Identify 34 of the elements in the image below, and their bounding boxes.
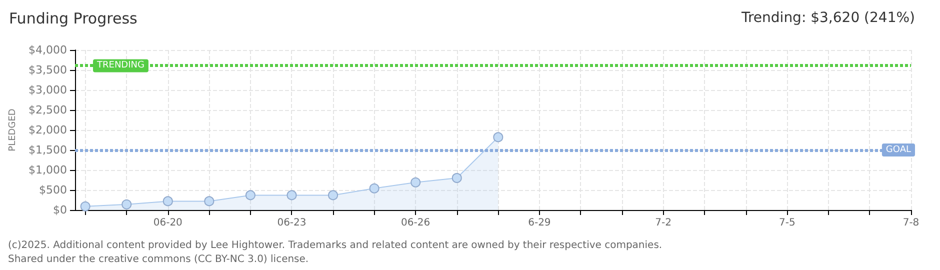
chart-subtitle: Trending: $3,620 (241%) [740, 10, 916, 26]
x-tick-label: 06-20 [153, 218, 182, 228]
x-tick-label: 7-2 [655, 218, 672, 228]
y-tick-label: $500 [39, 184, 67, 196]
point [369, 183, 380, 194]
point [452, 173, 462, 183]
ref-line-label: GOAL [886, 145, 911, 155]
point [493, 132, 504, 142]
x-tick-label: 7-8 [902, 218, 920, 228]
y-tick-label: $3,000 [28, 84, 67, 96]
y-tick-label: $1,000 [28, 164, 67, 176]
point [80, 201, 90, 212]
x-tick-label: 6-29 [528, 218, 551, 228]
text: Shared under the creative commons (CC BY-NC 3.0) license. [8, 254, 309, 265]
point [204, 196, 214, 206]
point [328, 190, 338, 200]
y-tick-label: $1,500 [28, 144, 67, 156]
point [162, 196, 173, 206]
point [286, 190, 297, 200]
point [245, 190, 256, 200]
text: (c)2025. Additional content provided by Lee Hightower. Trademarks and related content are owned by their respective companies. [8, 240, 662, 251]
y-tick-label: $0 [53, 204, 67, 216]
x-tick-label: 7-5 [778, 218, 796, 228]
point [410, 177, 421, 188]
x-tick-label: 06-23 [277, 218, 306, 228]
y-axis-title: PLEDGED [8, 108, 18, 152]
y-tick-label: $3,500 [28, 64, 67, 76]
point [122, 199, 132, 210]
chart-title: Funding Progress [9, 10, 138, 28]
y-tick-label: $2,500 [28, 104, 67, 116]
y-tick-label: $2,000 [28, 124, 67, 136]
x-tick-label: 06-26 [401, 218, 430, 228]
y-tick-label: $4,000 [28, 44, 67, 56]
ref-line-label: TRENDING [96, 60, 144, 71]
